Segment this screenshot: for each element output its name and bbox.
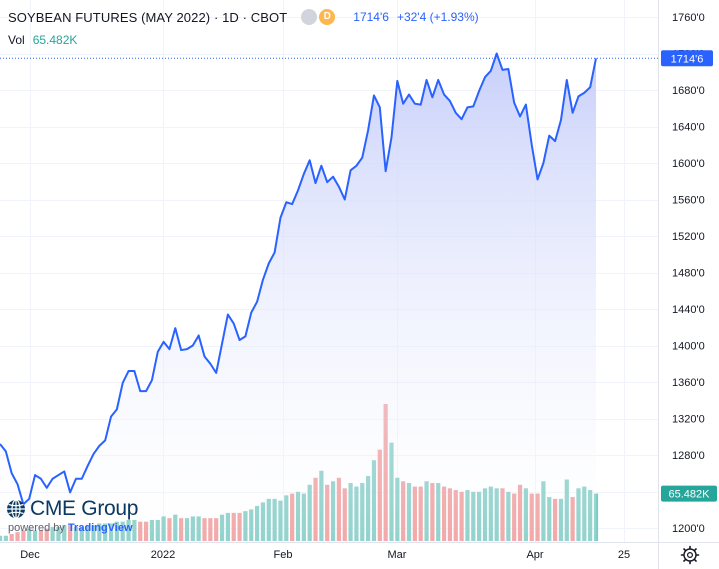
volume-bar: [593, 493, 599, 541]
market-status-icon[interactable]: [301, 9, 318, 25]
last-price: 1714'6: [353, 10, 389, 24]
time-axis-label: 2022: [151, 549, 175, 561]
price-axis-label: 1760'0: [672, 12, 705, 24]
tradingview-brand: TradingView: [67, 522, 133, 534]
time-axis-label: Dec: [20, 549, 40, 561]
price-axis-label: 1520'0: [672, 231, 705, 243]
price-axis-label: 1440'0: [672, 304, 705, 316]
last-price-tag: [661, 50, 713, 67]
time-axis-label: 25: [618, 549, 630, 561]
price-line: [0, 52, 597, 506]
cme-tradingview-logo[interactable]: CME Group powered by TradingView: [6, 497, 156, 539]
price-axis-label: 1680'0: [672, 85, 705, 97]
price-axis-label: 1360'0: [672, 377, 705, 389]
volume-legend: Vol 65.482K: [8, 31, 77, 49]
powered-by-text: powered by TradingView: [8, 522, 156, 534]
price-area: [0, 53, 596, 542]
price-axis-label: 1600'0: [672, 158, 705, 170]
time-axis-label: Apr: [526, 549, 543, 561]
volume-label[interactable]: Vol: [8, 33, 25, 47]
price-axis[interactable]: 1760'01720'01680'01640'01600'01560'01520…: [672, 12, 705, 535]
time-axis[interactable]: Dec 2022 Feb Mar Apr 25: [20, 549, 630, 561]
time-axis-label: Mar: [388, 549, 407, 561]
symbol-title[interactable]: SOYBEAN FUTURES (MAY 2022) · 1D · CBOT: [8, 9, 288, 25]
volume-tag-label: 65.482K: [669, 489, 711, 501]
cme-brand-text: CME Group: [30, 497, 139, 520]
price-axis-label: 1200'0: [672, 523, 705, 535]
price-axis-label: 1480'0: [672, 268, 705, 280]
volume-tag: [661, 485, 717, 502]
price-axis-label: 1400'0: [672, 341, 705, 353]
volume-value: 65.482K: [32, 33, 78, 47]
price-axis-label: 1280'0: [672, 450, 705, 462]
chart-legend: SOYBEAN FUTURES (MAY 2022) · 1D · CBOT D…: [8, 7, 479, 27]
price-axis-label: 1640'0: [672, 122, 705, 134]
delayed-data-badge[interactable]: D: [319, 9, 336, 25]
gear-icon[interactable]: [680, 545, 700, 565]
price-change: +32'4 (+1.93%): [396, 10, 479, 24]
last-price-tag-label: 1714'6: [671, 53, 704, 65]
powered-prefix: powered by: [8, 522, 68, 534]
cme-globe-icon: [7, 499, 25, 519]
price-axis-label: 1320'0: [672, 414, 705, 426]
time-axis-label: Feb: [274, 549, 293, 561]
price-axis-label: 1560'0: [672, 195, 705, 207]
